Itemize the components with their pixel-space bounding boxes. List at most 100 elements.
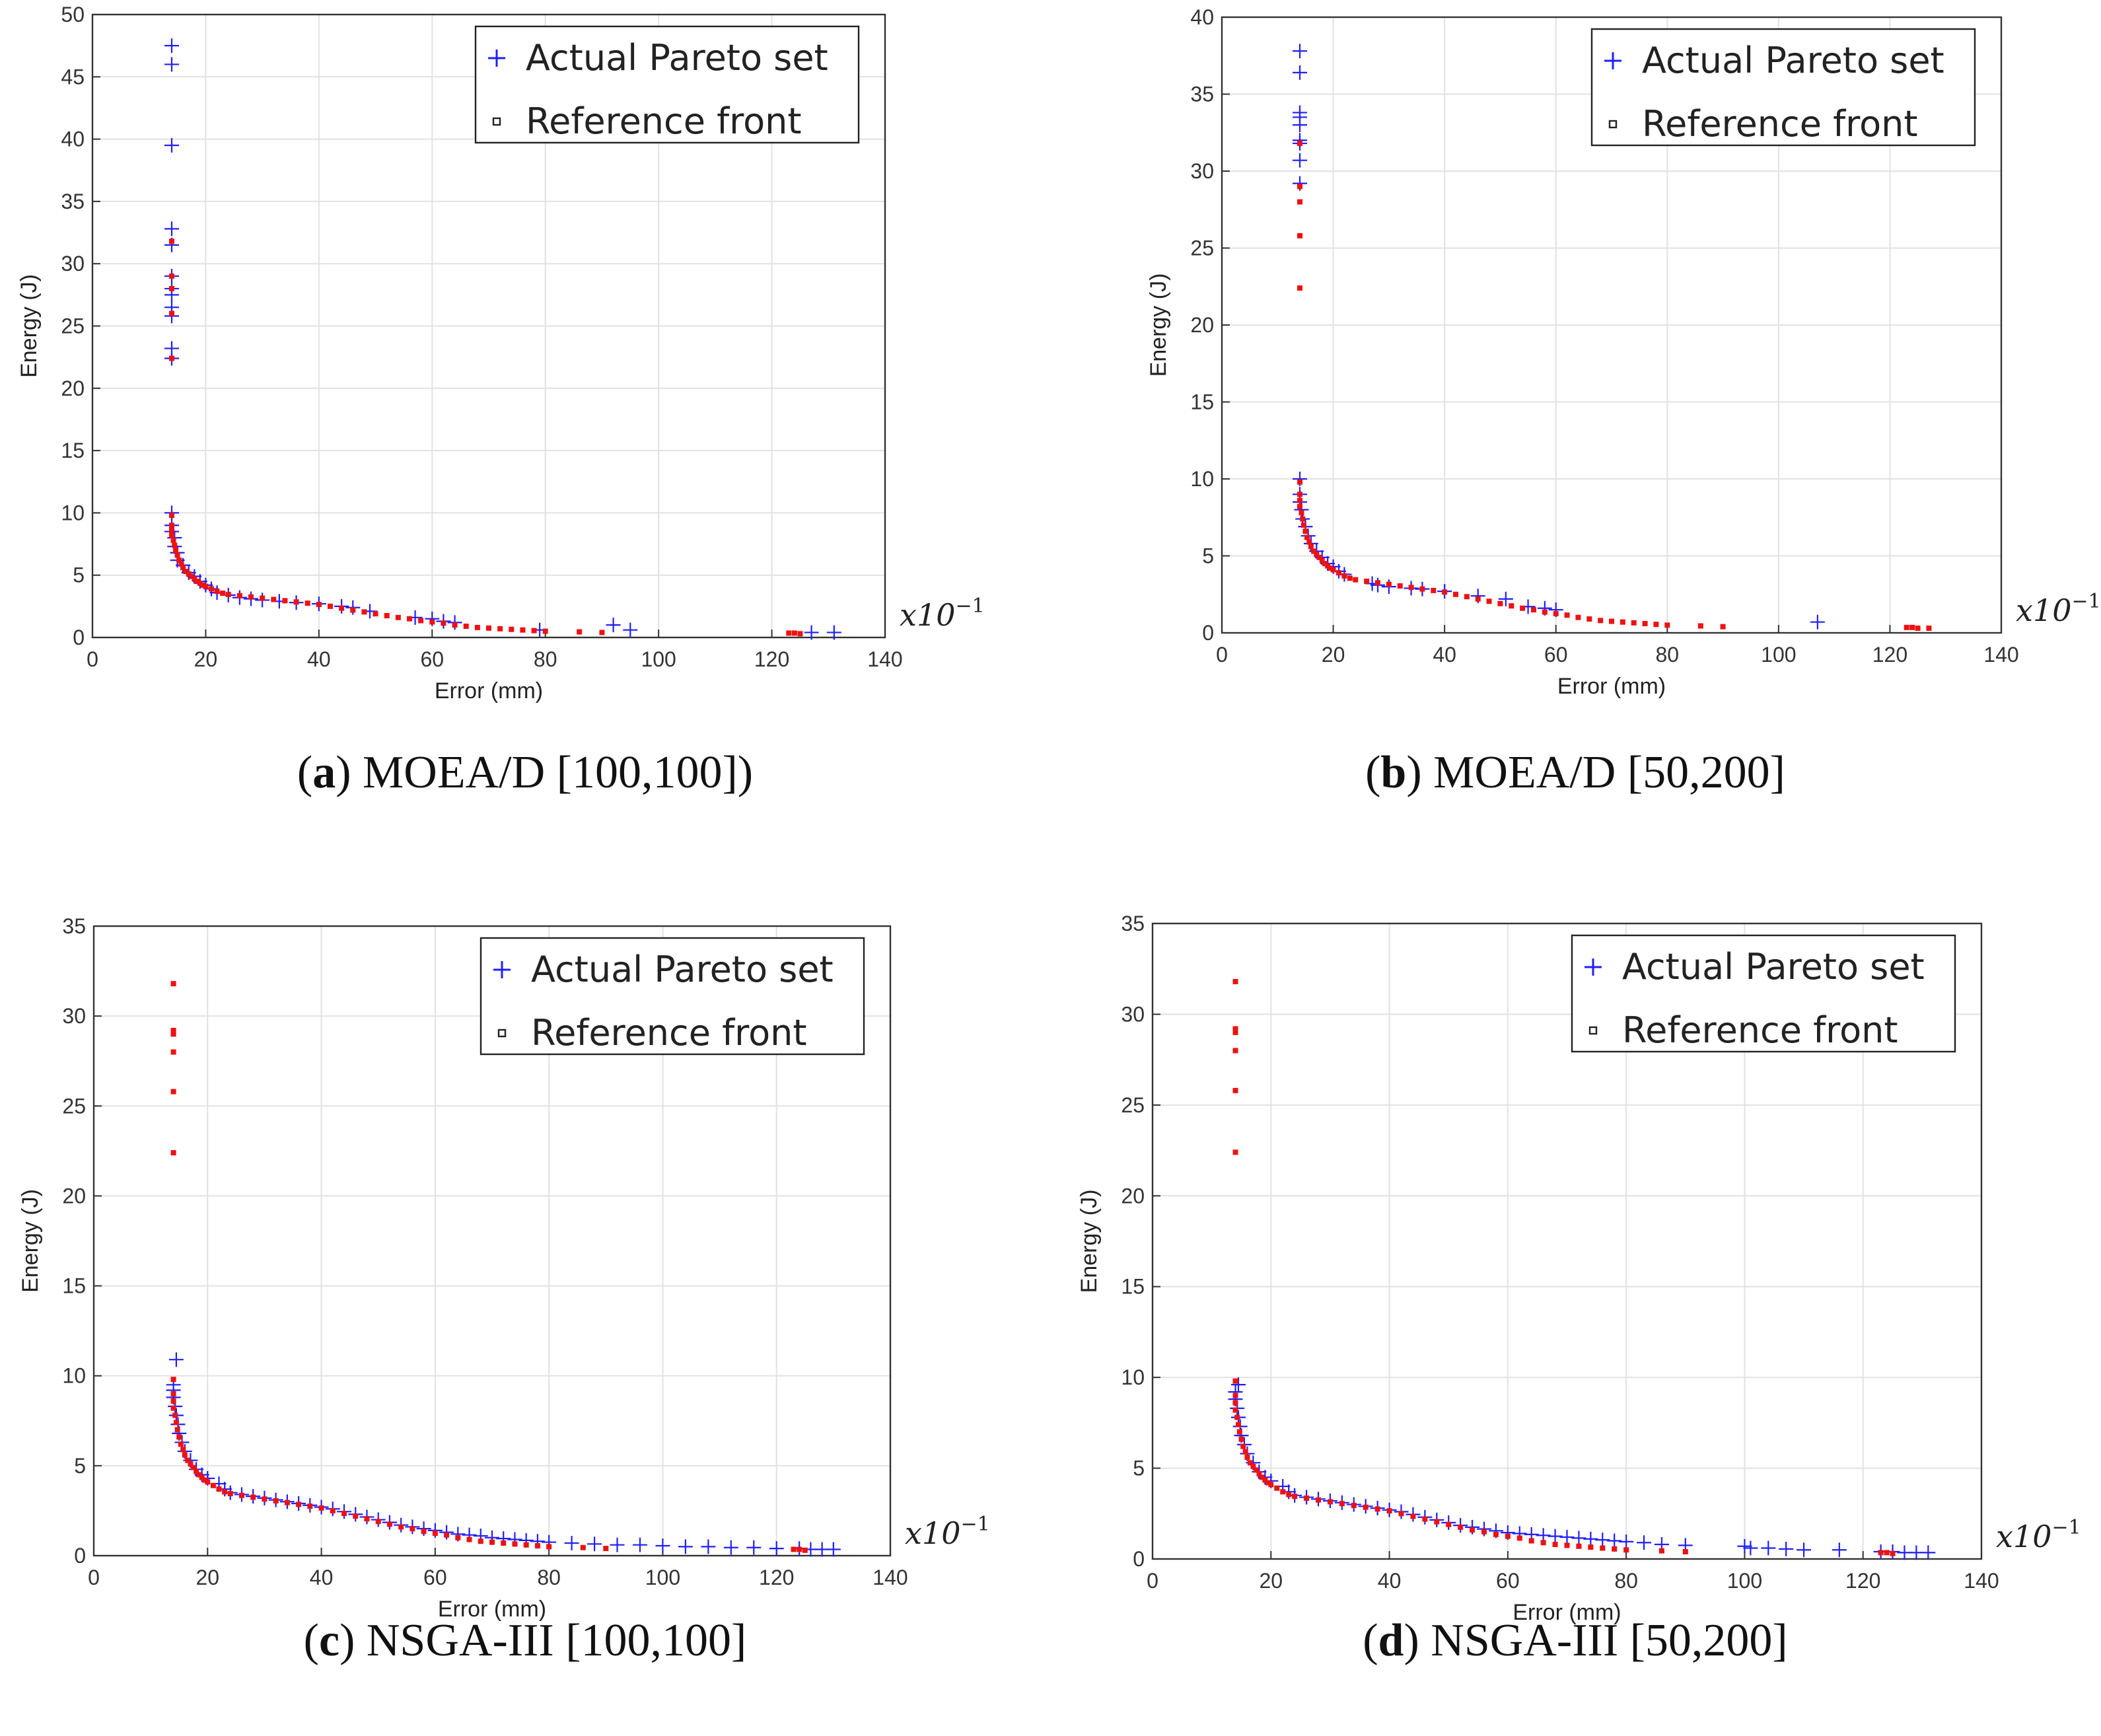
reference-point xyxy=(170,1031,176,1037)
reference-point xyxy=(238,1492,244,1498)
reference-point xyxy=(1240,1443,1246,1449)
x-axis-label: Error (mm) xyxy=(438,1597,546,1622)
panel-b: 0 20 40 60 80 100 120 140 0 5 10 15 20 25 30 35 40 Error … xyxy=(1050,0,2101,868)
reference-point xyxy=(1904,624,1909,630)
x-tick-label: 20 xyxy=(1259,1569,1283,1593)
reference-point xyxy=(236,593,242,598)
reference-point xyxy=(1300,522,1306,528)
x-tick-label: 40 xyxy=(310,1566,334,1589)
y-tick-label: 5 xyxy=(1202,544,1214,568)
y-axis-label: Energy (J) xyxy=(1077,1190,1102,1293)
reference-point xyxy=(188,1461,194,1467)
legend-label: Actual Pareto set xyxy=(531,949,834,990)
reference-point xyxy=(199,1474,205,1480)
y-axis-label: Energy (J) xyxy=(17,274,42,378)
reference-point xyxy=(180,1447,186,1453)
reference-point xyxy=(1364,578,1370,584)
reference-point xyxy=(203,583,209,589)
reference-point xyxy=(1316,554,1322,560)
y-tick-label: 30 xyxy=(1190,159,1214,183)
reference-point xyxy=(1232,1029,1238,1035)
reference-point xyxy=(170,537,176,543)
reference-point xyxy=(284,1500,290,1505)
reference-point xyxy=(250,1494,256,1500)
x-tick-label: 60 xyxy=(1544,643,1568,667)
reference-point xyxy=(1297,285,1302,291)
reference-point xyxy=(455,1535,461,1540)
reference-point xyxy=(1232,1400,1238,1406)
x-tick-label: 40 xyxy=(1378,1569,1402,1593)
y-tick-label: 20 xyxy=(61,377,85,400)
reference-point xyxy=(1265,1480,1271,1486)
reference-point xyxy=(201,1477,207,1483)
reference-point xyxy=(786,630,792,636)
x-tick-label: 120 xyxy=(759,1566,794,1589)
reference-point xyxy=(1926,626,1932,632)
reference-point xyxy=(169,513,174,519)
legend-plus-icon xyxy=(1604,52,1621,69)
reference-point xyxy=(260,595,266,601)
reference-point xyxy=(1475,596,1481,602)
reference-point xyxy=(1890,1550,1896,1556)
reference-point xyxy=(176,558,182,563)
x-tick-label: 40 xyxy=(307,647,331,671)
x-tick-label: 120 xyxy=(754,647,789,671)
reference-point xyxy=(1481,1529,1487,1535)
pareto-point xyxy=(587,1537,602,1552)
reference-point xyxy=(1297,233,1302,238)
pareto-point xyxy=(655,1538,670,1554)
x-tick-label: 0 xyxy=(1216,643,1228,667)
x-tick-label: 80 xyxy=(1655,643,1679,667)
series-reference-front xyxy=(1297,141,1932,632)
y-tick-label: 50 xyxy=(61,3,85,26)
reference-point xyxy=(1493,1531,1499,1537)
x-tick-label: 120 xyxy=(1872,643,1907,667)
x-tick-label: 60 xyxy=(420,647,444,671)
y-tick-label: 10 xyxy=(1121,1365,1145,1389)
reference-point xyxy=(1419,586,1425,592)
reference-point xyxy=(501,1540,507,1546)
reference-point xyxy=(1232,1026,1238,1032)
reference-point xyxy=(169,238,174,244)
reference-point xyxy=(1434,1519,1440,1525)
pareto-point xyxy=(1921,1545,1936,1560)
reference-point xyxy=(1300,516,1306,522)
y-tick-label: 30 xyxy=(61,252,85,275)
y-tick-label: 10 xyxy=(61,501,85,524)
reference-point xyxy=(452,622,458,628)
reference-point xyxy=(172,1412,178,1418)
x-tick-label: 140 xyxy=(1983,643,2018,667)
reference-point xyxy=(1453,591,1458,597)
reference-point xyxy=(1302,528,1308,534)
reference-point xyxy=(1431,587,1437,593)
reference-point xyxy=(1304,534,1310,540)
reference-point xyxy=(169,273,174,279)
reference-point xyxy=(1586,616,1592,622)
chart-a: 0 20 40 60 80 100 120 140 0 5 10 15 20 25 30 35 40 45 50 Er… xyxy=(17,3,985,704)
x-tick-label: 100 xyxy=(641,647,676,671)
reference-point xyxy=(599,630,605,635)
series-reference-front xyxy=(170,981,808,1553)
reference-point xyxy=(182,1452,188,1458)
legend-label: Reference front xyxy=(1642,103,1918,145)
pareto-point xyxy=(1293,44,1307,59)
scale-exponent: −1 xyxy=(2051,1516,2081,1539)
reference-point xyxy=(1297,491,1302,497)
reference-point xyxy=(542,628,548,634)
chart-d: 0 20 40 60 80 100 120 140 0 5 10 15 20 25 30 35 Error (m… xyxy=(1077,912,2081,1625)
reference-point xyxy=(486,625,491,631)
reference-point xyxy=(170,981,176,987)
reference-point xyxy=(407,616,412,622)
reference-point xyxy=(174,1427,180,1433)
reference-point xyxy=(1458,1524,1464,1530)
pareto-point xyxy=(1498,591,1513,606)
reference-point xyxy=(1422,1516,1428,1522)
pareto-point xyxy=(1293,118,1307,133)
y-tick-label: 45 xyxy=(61,65,85,89)
reference-point xyxy=(577,629,583,635)
x-tick-label: 60 xyxy=(423,1566,447,1589)
reference-point xyxy=(222,1489,228,1495)
reference-point xyxy=(791,1546,797,1552)
y-tick-label: 0 xyxy=(74,1544,86,1568)
reference-point xyxy=(1542,609,1548,615)
